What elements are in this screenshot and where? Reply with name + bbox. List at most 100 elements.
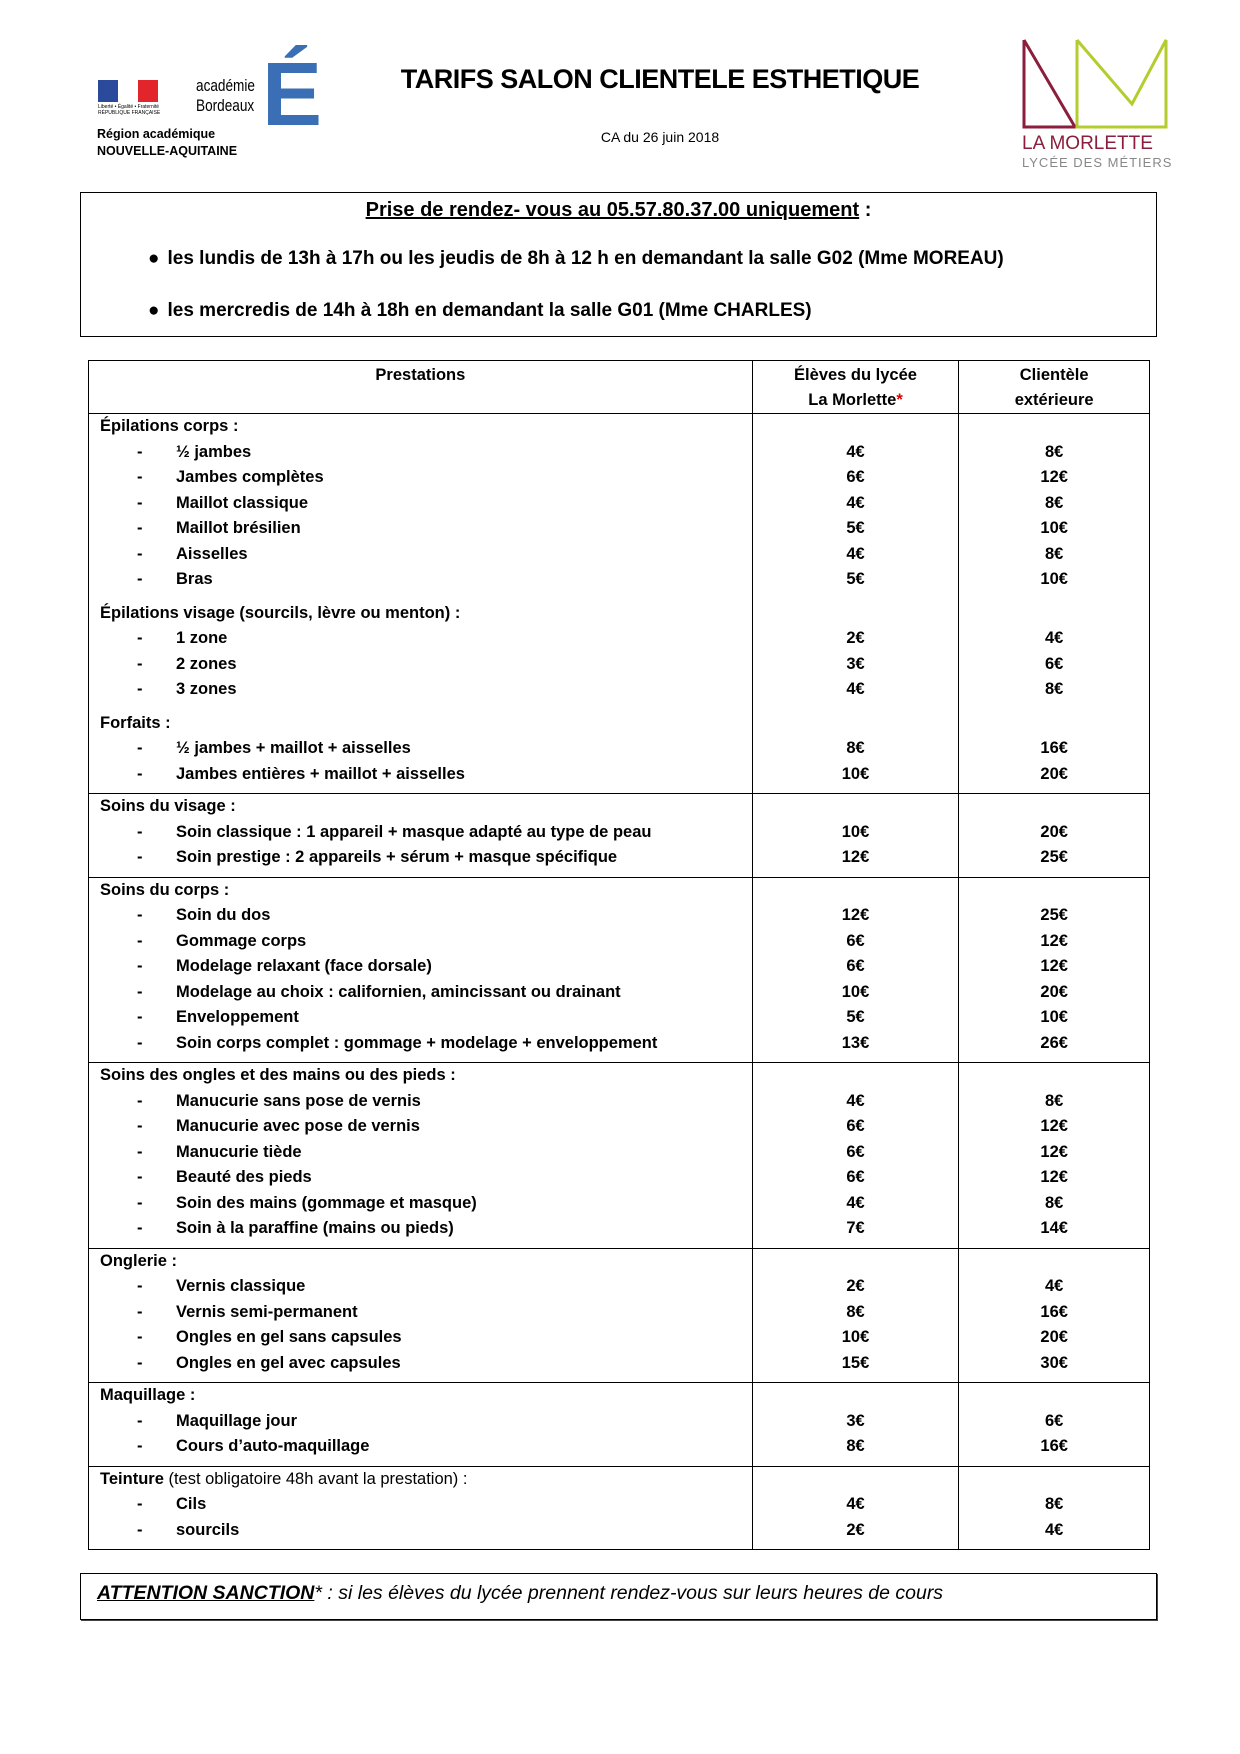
prestation-label: Cils xyxy=(176,1495,207,1513)
prestation-label: Soin classique : 1 appareil + masque ada… xyxy=(176,822,652,841)
attention-notice: ATTENTION SANCTION* : si les élèves du l… xyxy=(80,1573,1157,1620)
eleves-price: 12€ xyxy=(841,848,870,866)
exterieure-price-cell: 8€ 4€ xyxy=(958,1465,1150,1550)
exterieure-price-cell: 6€ 16€ xyxy=(958,1382,1150,1467)
eleves-price: 4€ xyxy=(846,1495,865,1513)
dash-bullet: - xyxy=(137,680,143,698)
prestation-item: - Enveloppement xyxy=(89,1005,752,1031)
eleves-price: 4€ xyxy=(846,1193,865,1212)
prestation-item: - Cils xyxy=(89,1492,752,1518)
prestation-item: - Modelage au choix : californien, aminci… xyxy=(89,980,752,1006)
dash-bullet: - xyxy=(137,822,143,841)
eleves-price: 10€ xyxy=(841,982,870,1001)
academie-bordeaux-logo: académie Bordeaux xyxy=(196,76,255,116)
exterieure-price: 8€ xyxy=(1044,493,1064,512)
republic-text: RÉPUBLIQUE FRANÇAISE xyxy=(98,110,161,116)
eleves-price: 6€ xyxy=(846,931,865,950)
exterieure-price: 10€ xyxy=(1040,1008,1068,1026)
la-morlette-logo-icon xyxy=(1022,39,1168,129)
prestation-item: - Manucurie sans pose de vernis xyxy=(89,1089,752,1115)
prestation-label: Enveloppement xyxy=(176,1008,299,1026)
prestation-label: Jambes entières + maillot + aisselles xyxy=(176,764,465,783)
eleves-price: 4€ xyxy=(846,544,865,563)
prestation-label: Maquillage jour xyxy=(176,1411,298,1430)
prestation-item: - Ongles en gel avec capsules xyxy=(89,1351,752,1377)
spacer xyxy=(753,414,959,440)
spacer xyxy=(753,1383,959,1409)
exterieure-price: 16€ xyxy=(1040,1302,1068,1321)
dash-bullet: - xyxy=(137,1277,143,1295)
exterieure-price: 12€ xyxy=(1040,1142,1068,1161)
dash-bullet: - xyxy=(137,544,143,563)
table-section: Onglerie : - Vernis classique - Vernis semi-… xyxy=(88,1247,1150,1383)
exterieure-price: 16€ xyxy=(1040,1437,1068,1455)
dash-bullet: - xyxy=(137,1008,143,1026)
eleves-price: 6€ xyxy=(846,1117,865,1135)
bullet-icon: ● xyxy=(148,248,160,269)
header-exterieure: Clientèle extérieure xyxy=(958,360,1150,414)
dash-bullet: - xyxy=(137,1328,143,1346)
prestation-label: Maillot brésilien xyxy=(176,519,301,537)
eleves-price: 10€ xyxy=(841,822,870,841)
exterieure-price: 8€ xyxy=(1044,680,1064,698)
header-eleves-line2: La Morlette xyxy=(808,391,897,409)
exterieure-price: 8€ xyxy=(1044,544,1064,563)
exterieure-price: 20€ xyxy=(1040,982,1068,1001)
eleves-price: 5€ xyxy=(846,570,865,588)
table-section: Teinture (test obligatoire 48h avant la … xyxy=(88,1465,1150,1550)
exterieure-price: 20€ xyxy=(1040,1328,1068,1346)
academie-e-logo: É xyxy=(262,45,323,145)
prestation-cell: Soins des ongles et des mains ou des pie… xyxy=(88,1062,753,1249)
spacer xyxy=(959,711,1149,737)
section-heading: Teinture (test obligatoire 48h avant la … xyxy=(89,1467,752,1493)
eleves-price: 4€ xyxy=(846,442,865,461)
prestation-item: - Soin du dos xyxy=(89,903,752,929)
dash-bullet: - xyxy=(137,931,143,950)
eleves-price-cell: 4€ 6€ 6€ 6€ 4€ 7€ xyxy=(751,1062,960,1249)
exterieure-price: 16€ xyxy=(1040,739,1068,757)
eleves-price: 6€ xyxy=(846,1142,865,1161)
dash-bullet: - xyxy=(137,739,143,757)
spacer xyxy=(753,601,959,627)
exterieure-price: 6€ xyxy=(1044,1411,1064,1430)
eleves-price: 4€ xyxy=(846,1091,865,1110)
prestation-item: - Manucurie avec pose de vernis xyxy=(89,1114,752,1140)
exterieure-price: 8€ xyxy=(1044,1193,1064,1212)
prestation-item: - Cours d’auto-maquillage xyxy=(89,1434,752,1460)
exterieure-price: 20€ xyxy=(1040,764,1068,783)
prestation-label: Soin des mains (gommage et masque) xyxy=(176,1193,477,1212)
table-section: Soins du visage : - Soin classique : 1 app… xyxy=(88,793,1150,878)
spacer xyxy=(959,414,1149,440)
table-section: Maquillage : - Maquillage jour - Cours d’aut… xyxy=(88,1382,1150,1467)
prestation-item: - Ongles en gel sans capsules xyxy=(89,1325,752,1351)
dash-bullet: - xyxy=(137,1117,143,1135)
prestation-label: Manucurie avec pose de vernis xyxy=(176,1117,420,1135)
republique-francaise-flag-logo xyxy=(98,80,158,102)
appointment-box: Prise de rendez- vous au 05.57.80.37.00 … xyxy=(80,192,1157,337)
prestation-cell: Maquillage : - Maquillage jour - Cours d’aut… xyxy=(88,1382,753,1467)
prestation-item: - Bras xyxy=(89,567,752,593)
dash-bullet: - xyxy=(137,906,143,924)
exterieure-price-cell: 4€ 16€ 20€ 30€ xyxy=(958,1247,1150,1383)
eleves-price: 2€ xyxy=(846,1277,865,1295)
section-heading-text: Forfaits : xyxy=(100,713,171,732)
eleves-price: 3€ xyxy=(846,654,865,673)
eleves-price: 4€ xyxy=(846,493,865,512)
spacer xyxy=(753,711,959,737)
exterieure-price-cell: 25€ 12€ 12€ 20€ 10€ 26€ xyxy=(958,876,1150,1063)
spacer xyxy=(753,1467,959,1493)
prestation-label: Soin prestige : 2 appareils + sérum + ma… xyxy=(176,848,618,866)
prestation-label: Ongles en gel sans capsules xyxy=(176,1328,402,1346)
appointment-phone: Prise de rendez- vous au 05.57.80.37.00 … xyxy=(365,199,860,221)
prestation-label: Maillot classique xyxy=(176,493,309,512)
prestation-label: 1 zone xyxy=(176,629,228,647)
appointment-slot-text: les mercredis de 14h à 18h en demandant … xyxy=(167,300,812,321)
prestation-cell: Teinture (test obligatoire 48h avant la … xyxy=(88,1465,753,1550)
exterieure-price: 12€ xyxy=(1040,468,1068,486)
eleves-price: 8€ xyxy=(846,739,865,757)
exterieure-price: 4€ xyxy=(1044,1520,1064,1539)
spacer xyxy=(959,878,1149,904)
eleves-price-cell: 4€ 6€ 4€ 5€ 4€ 5€ 2€ 3€ 4€ 8€ 10€ xyxy=(751,413,960,794)
attention-label: ATTENTION SANCTION xyxy=(97,1582,315,1604)
eleves-price: 5€ xyxy=(846,1008,865,1026)
